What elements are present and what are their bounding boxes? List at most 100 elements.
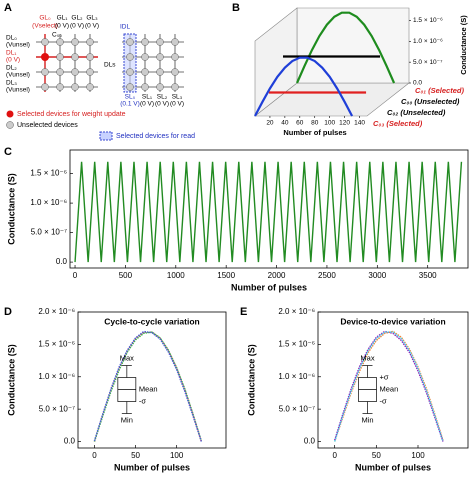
annotation: Max xyxy=(360,354,374,363)
x-tick-label: 100 xyxy=(170,451,184,460)
source-label: SL₂ xyxy=(157,94,168,101)
panel-label: E xyxy=(240,306,247,318)
source-voltage: (0 V) xyxy=(140,101,154,108)
x-tick-label: 3500 xyxy=(419,271,437,280)
selected-device xyxy=(41,53,49,61)
drain-voltage: (Vunsel) xyxy=(6,87,30,94)
x-tick-label: 120 xyxy=(339,120,350,127)
series-line xyxy=(295,11,396,84)
annotation: +σ xyxy=(380,373,389,382)
x-tick-label: 0 xyxy=(73,271,78,280)
y-axis-title: Conductance (S) xyxy=(246,344,256,416)
legend-swatch xyxy=(6,110,14,118)
x-tick-label: 2500 xyxy=(318,271,336,280)
chart-title: Device-to-device variation xyxy=(340,316,445,326)
x-axis-title: Number of pulses xyxy=(283,128,346,137)
y-tick-label: 1.5 × 10⁻⁶ xyxy=(278,339,315,348)
drain-voltage: (Vunsel) xyxy=(6,72,30,79)
legend-label: C₀₁ (Selected) xyxy=(415,86,464,95)
gate-voltage: (0 V) xyxy=(85,23,99,30)
y-tick-label: 0.0 xyxy=(304,437,316,446)
x-tick-label: 40 xyxy=(281,120,289,127)
series-line xyxy=(254,56,354,117)
series-line xyxy=(93,331,202,442)
drain-label: DL₀ xyxy=(6,35,17,42)
series-line xyxy=(93,330,202,442)
annotation: Max xyxy=(120,354,134,363)
y-tick-label: 0.0 xyxy=(64,437,76,446)
panel-label: B xyxy=(232,2,240,14)
legend-label: C₀₂ (Unselected) xyxy=(387,108,446,117)
drain-voltage: (Vunsel) xyxy=(6,42,30,49)
x-tick-label: 20 xyxy=(266,120,274,127)
y-tick-label: 1.5 × 10⁻⁶ xyxy=(30,169,67,178)
devices xyxy=(41,38,179,91)
y-tick-label: 5.0 × 10⁻⁷ xyxy=(31,228,67,237)
gate-label: GL₁ xyxy=(57,15,69,22)
cell-label: C₀₀ xyxy=(52,32,62,39)
annotation: -σ xyxy=(380,397,387,406)
series-line xyxy=(74,161,463,263)
y-axis-title: Conductance (S) xyxy=(6,344,16,416)
y-tick-label: 0.0 xyxy=(56,257,68,266)
y-tick-label: 1.5 × 10⁻⁶ xyxy=(38,339,75,348)
gate-voltage: (0 V) xyxy=(55,23,69,30)
gate-voltage: (0 V) xyxy=(70,23,84,30)
x-tick-label: 60 xyxy=(296,120,304,127)
source-label: SL₁ xyxy=(142,94,153,101)
legend-label: Unselected devices xyxy=(17,122,78,129)
x-tick-label: 140 xyxy=(354,120,365,127)
gate-label: GL₃ xyxy=(86,15,98,22)
gate-voltage: (Vselect) xyxy=(32,23,58,30)
y-tick-label: 5.0 × 10⁻⁷ xyxy=(39,404,75,413)
legend-label: C₀₃ (Selected) xyxy=(373,119,423,128)
x-tick-label: 0 xyxy=(92,451,97,460)
gate-label: GL₀ xyxy=(39,15,51,22)
read-highlight xyxy=(123,33,137,93)
panel-label: C xyxy=(4,146,12,158)
panel-label: A xyxy=(4,2,12,14)
annotation: Min xyxy=(121,416,133,425)
gate-label: GL₂ xyxy=(71,15,83,22)
source-label: SL₃ xyxy=(172,94,183,101)
legend-label: Selected devices for weight update xyxy=(17,111,126,118)
y-tick-label: 1.0 × 10⁻⁶ xyxy=(30,198,67,207)
legend-swatch xyxy=(99,131,113,141)
drain-voltage: (0 V) xyxy=(6,57,20,64)
chart-title: Cycle-to-cycle variation xyxy=(104,316,199,326)
drain-group: DLs xyxy=(104,62,116,69)
source-voltage: (0.1 V) xyxy=(120,101,140,108)
legend-label: C₀₀ (Unselected) xyxy=(401,97,460,106)
plot-frame xyxy=(69,149,469,269)
x-tick-label: 1000 xyxy=(167,271,185,280)
x-tick-label: 100 xyxy=(411,451,425,460)
annotation: Mean xyxy=(139,385,158,394)
y-tick-label: 5.0 × 10⁻⁷ xyxy=(279,404,315,413)
annotation: Min xyxy=(361,416,373,425)
current-label: IDL xyxy=(120,24,131,31)
drain-label: DL₃ xyxy=(6,80,17,87)
x-axis-title: Number of pulses xyxy=(355,462,431,472)
x-tick-label: 0 xyxy=(332,451,337,460)
x-tick-label: 2000 xyxy=(268,271,286,280)
y-tick-label: 1.0 × 10⁻⁶ xyxy=(38,372,75,381)
y-tick-label: 2.0 × 10⁻⁶ xyxy=(38,307,75,316)
source-voltage: (0 V) xyxy=(155,101,169,108)
y-tick-label: 1.0 × 10⁻⁶ xyxy=(278,372,315,381)
source-label: SL₀ xyxy=(125,94,136,101)
drain-label: DL₁ xyxy=(6,50,17,57)
y-axis-title: Conductance (S) xyxy=(459,15,468,75)
legend-swatch xyxy=(6,121,14,129)
side-wall xyxy=(254,7,298,117)
x-tick-label: 1500 xyxy=(217,271,235,280)
x-axis-title: Number of pulses xyxy=(114,462,190,472)
plot-frame xyxy=(317,311,469,449)
array-diagram: GL₀ (Vselect) GL₁ (0 V) GL₂ (0 V) GL₃ (0… xyxy=(6,15,195,141)
annotation: Mean xyxy=(380,385,399,394)
legend-label: Selected devices for read xyxy=(116,133,195,140)
panel-label: D xyxy=(4,306,12,318)
source-voltage: (0 V) xyxy=(170,101,184,108)
x-tick-label: 50 xyxy=(131,451,140,460)
x-axis-title: Number of pulses xyxy=(231,282,307,292)
